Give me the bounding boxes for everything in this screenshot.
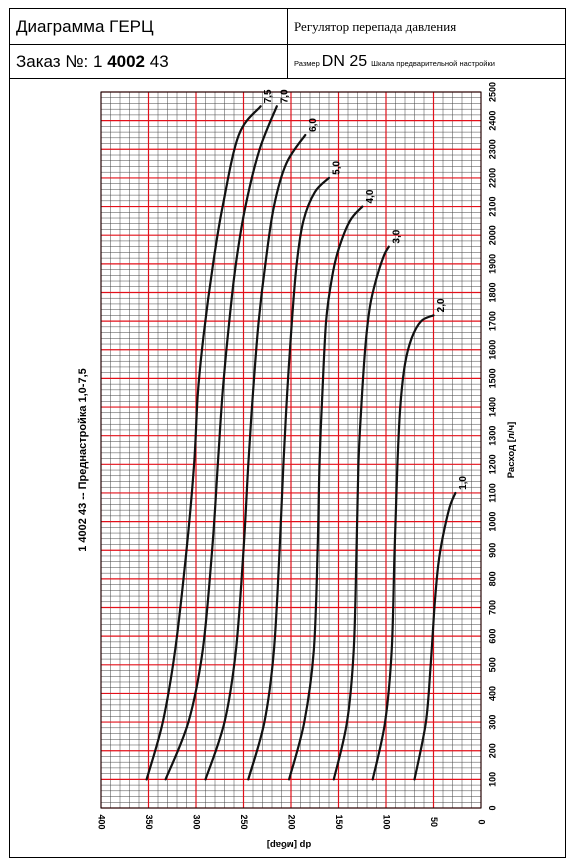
y-tick-label: 2000 — [487, 225, 497, 245]
y-tick-label: 2200 — [487, 168, 497, 188]
x-tick-label: 200 — [287, 814, 297, 829]
y-tick-label: 100 — [487, 772, 497, 787]
series-label: 3,0 — [391, 229, 402, 243]
y-tick-label: 700 — [487, 600, 497, 615]
order-bold: 4002 — [107, 51, 146, 71]
plot-border — [100, 91, 482, 809]
x-tick-label: 100 — [382, 814, 392, 829]
tick-labels: 400 350 300 250 200 150 100 50 00100200300400500… — [97, 82, 498, 830]
y-tick-label: 200 — [487, 743, 497, 758]
y-tick-label: 1200 — [487, 454, 497, 474]
regulator-name: Регулятор перепада давления — [294, 18, 457, 34]
series-line — [413, 491, 457, 781]
header-row-title: Диаграмма ГЕРЦ Регулятор перепада давлен… — [10, 9, 565, 45]
y-tick-label: 800 — [487, 571, 497, 586]
series-line — [332, 245, 390, 781]
order-label: Заказ №: 1 — [16, 51, 108, 71]
series-line — [247, 176, 331, 781]
y-tick-label: 2500 — [487, 82, 497, 102]
y-tick-label: 900 — [487, 543, 497, 558]
size-cell: Размер DN 25 Шкала предварительной настр… — [288, 45, 565, 78]
series-line — [288, 205, 364, 781]
y-tick-label: 1800 — [487, 282, 497, 302]
x-tick-label: 50 — [429, 817, 439, 827]
x-axis-label: dp [мбар] — [267, 839, 311, 850]
grid — [100, 91, 482, 809]
diagram-sheet: Диаграмма ГЕРЦ Регулятор перепада давлен… — [9, 8, 566, 858]
y-tick-label: 2100 — [487, 197, 497, 217]
y-tick-label: 1900 — [487, 254, 497, 274]
y-tick-label: 1100 — [487, 483, 497, 503]
series-label: 5,0 — [332, 161, 343, 175]
x-tick-label: 150 — [334, 814, 344, 829]
series-line — [164, 105, 278, 781]
y-tick-label: 500 — [487, 657, 497, 672]
series-line — [371, 314, 435, 781]
y-tick-label: 300 — [487, 715, 497, 730]
series-label: 4,0 — [365, 189, 376, 203]
size-label: Размер — [294, 59, 320, 68]
y-tick-label: 400 — [487, 686, 497, 701]
y-tick-label: 1500 — [487, 368, 497, 388]
y-tick-label: 1300 — [487, 426, 497, 446]
y-tick-label: 1400 — [487, 397, 497, 417]
regulator-cell: Регулятор перепада давления — [288, 9, 565, 44]
series-label: 6,0 — [308, 118, 319, 132]
x-tick-label: 350 — [144, 814, 154, 829]
series-label: 1,0 — [458, 476, 469, 490]
header-row-order: Заказ №: 1 4002 43 Размер DN 25 Шкала пр… — [10, 45, 565, 79]
x-tick-label: 0 — [477, 819, 487, 824]
scale-label: Шкала предварительной настройки — [371, 59, 495, 68]
series-label: 7,0 — [279, 89, 290, 103]
series-label: 7,5 — [263, 89, 274, 103]
order-cell: Заказ №: 1 4002 43 — [10, 45, 288, 78]
x-tick-label: 400 — [97, 814, 107, 829]
diagram-title: Диаграмма ГЕРЦ — [16, 16, 154, 36]
y-tick-label: 1700 — [487, 311, 497, 331]
y-tick-label: 0 — [487, 805, 497, 810]
y-tick-label: 2400 — [487, 111, 497, 131]
y-tick-label: 1000 — [487, 512, 497, 532]
order-number: Заказ №: 1 4002 43 — [16, 52, 169, 72]
order-tail: 43 — [145, 51, 169, 71]
preset-side-label: 1 4002 43 -- Преднастройка 1,0-7,5 — [77, 368, 89, 552]
y-axis-label: Расход [л/ч] — [506, 422, 517, 479]
series-line — [204, 133, 307, 781]
title-cell: Диаграмма ГЕРЦ — [10, 9, 288, 44]
series-label: 2,0 — [436, 298, 447, 312]
series-line — [145, 105, 262, 781]
y-tick-label: 1600 — [487, 340, 497, 360]
x-tick-label: 300 — [192, 814, 202, 829]
y-tick-label: 2300 — [487, 139, 497, 159]
y-tick-label: 600 — [487, 629, 497, 644]
curves: 7,5 7,0 6,0 5,0 4,0 3,0 2,0 1,0 — [145, 89, 469, 781]
size-value: DN 25 — [321, 52, 368, 70]
x-tick-label: 250 — [239, 814, 249, 829]
